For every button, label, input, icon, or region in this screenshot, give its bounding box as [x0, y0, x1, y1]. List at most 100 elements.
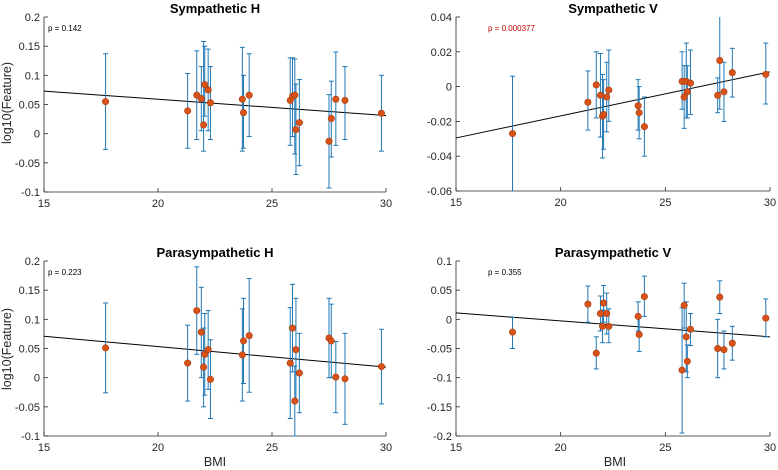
chart-2-y-tick-label: 0.05: [19, 344, 40, 356]
chart-3-data-point: [584, 300, 592, 308]
chart-1-y-tick-label: -0.04: [427, 151, 452, 163]
chart-0-data-point: [332, 95, 340, 103]
panel-parasympathetic-v: -0.2 -0.15 -0.1 -0.05 0 0.05 0.1 15 20 25 30 Parasy…: [427, 245, 776, 454]
chart-3-data-point: [680, 301, 688, 309]
chart-2-data-point: [184, 359, 192, 367]
chart-2-data-point: [201, 350, 209, 358]
chart-2-data-point: [292, 346, 300, 354]
chart-1-data-point: [509, 130, 517, 138]
chart-2-title: Parasympathetic H: [156, 245, 273, 260]
chart-1-data-point: [683, 88, 691, 96]
chart-0-data-point: [184, 107, 192, 115]
chart-0-x-tick-label: 20: [152, 198, 164, 210]
chart-2-data-point: [295, 369, 303, 377]
chart-0-y-tick-label: -0.05: [15, 158, 40, 170]
chart-0-data-point: [327, 115, 335, 123]
chart-3-x-tick-label: 15: [450, 442, 462, 454]
chart-0-data-point: [197, 95, 205, 103]
chart-0-y-tick-label: 0: [34, 129, 40, 141]
chart-1-x-tick-label: 20: [555, 197, 567, 209]
chart-0-y-tick-label: 0.15: [19, 41, 40, 53]
chart-3-data-point: [509, 328, 517, 336]
chart-1-data-point: [728, 69, 736, 77]
chart-0-y-tick-label: 0.05: [19, 100, 40, 112]
chart-1-data-point: [634, 102, 642, 110]
chart-1-data-point: [716, 56, 724, 64]
chart-0-x-tick-label: 15: [38, 198, 50, 210]
chart-2-data-point: [289, 324, 297, 332]
chart-1-data-point: [592, 81, 600, 89]
y-axis-label-bottom: log10(Feature): [0, 308, 14, 390]
chart-0-data-point: [204, 86, 212, 94]
chart-3-data-point: [678, 366, 686, 374]
panel-sympathetic-h: -0.1 -0.05 0 0.05 0.1 0.15 0.2 15 20 25 30 Sympathe…: [15, 1, 392, 210]
chart-2-data-point: [206, 375, 214, 383]
chart-1-y-tick-label: 0: [446, 82, 452, 94]
chart-2-data-point: [291, 397, 299, 405]
chart-1-data-point: [720, 88, 728, 96]
chart-1-error-bar: [606, 49, 612, 122]
chart-0-data-point: [377, 109, 385, 117]
chart-1-data-point: [605, 86, 613, 94]
chart-2-data-point: [238, 351, 246, 359]
chart-0-title: Sympathetic H: [170, 1, 260, 16]
chart-3-data-point: [686, 325, 694, 333]
chart-3-title: Parasympathetic V: [555, 245, 672, 260]
chart-1-data-point: [680, 93, 688, 101]
chart-0-p-value: p = 0.142: [48, 24, 82, 33]
chart-2-y-tick-label: 0: [34, 373, 40, 385]
chart-0-y-tick-label: 0.1: [25, 70, 40, 82]
chart-3-data-point: [683, 357, 691, 365]
chart-1-data-point: [714, 91, 722, 99]
chart-0-y-tick-label: 0.2: [25, 12, 40, 24]
chart-1-x-tick-label: 25: [659, 197, 671, 209]
chart-3-y-tick-label: 0: [446, 314, 452, 326]
chart-3-y-tick-label: -0.2: [433, 431, 452, 443]
chart-1-y-tick-label: -0.06: [427, 186, 452, 198]
chart-3-data-point: [720, 346, 728, 354]
chart-1-data-point: [635, 109, 643, 117]
chart-3-data-point: [599, 322, 607, 330]
chart-1-data-point: [600, 110, 608, 118]
x-axis-label-right: BMI: [604, 455, 626, 469]
chart-3-data-point: [596, 309, 604, 317]
chart-2-data-point: [193, 307, 201, 315]
chart-0-data-point: [291, 91, 299, 99]
chart-3-data-point: [762, 314, 770, 322]
chart-0-data-point: [200, 121, 208, 129]
chart-3-data-point: [634, 312, 642, 320]
chart-3-data-point: [600, 299, 608, 307]
chart-2-data-point: [341, 375, 349, 383]
chart-2-data-point: [332, 373, 340, 381]
chart-0-x-tick-label: 25: [266, 198, 278, 210]
chart-3-x-tick-label: 30: [764, 442, 776, 454]
chart-3-data-point: [605, 322, 613, 330]
chart-0-error-bar: [292, 58, 298, 155]
chart-3-y-tick-label: 0.05: [431, 285, 452, 297]
chart-3-data-point: [682, 333, 690, 341]
chart-1-data-point: [686, 79, 694, 87]
chart-0-x-tick-label: 30: [380, 198, 392, 210]
chart-3-y-tick-label: -0.05: [427, 344, 452, 356]
chart-3-y-tick-label: -0.1: [433, 373, 452, 385]
panel-sympathetic-v: -0.06 -0.04 -0.02 0 0.02 0.04 15 20 25 30 Sympathe…: [427, 1, 776, 209]
chart-2-y-tick-label: -0.05: [15, 402, 40, 414]
chart-3-y-tick-label: 0.1: [437, 256, 452, 268]
chart-1-y-tick-label: -0.02: [427, 116, 452, 128]
chart-0-data-point: [341, 96, 349, 104]
chart-2-y-tick-label: -0.1: [21, 431, 40, 443]
chart-1-y-tick-label: 0.04: [431, 12, 452, 24]
chart-2-data-point: [102, 344, 110, 352]
chart-2-y-tick-label: 0.2: [25, 256, 40, 268]
chart-3-x-tick-label: 20: [555, 442, 567, 454]
chart-1-p-value: p = 0.000377: [488, 24, 535, 33]
chart-2-x-tick-label: 25: [266, 442, 278, 454]
chart-0-data-point: [325, 137, 333, 145]
chart-2-data-point: [200, 363, 208, 371]
chart-3-data-point: [714, 344, 722, 352]
chart-3-data-point: [635, 330, 643, 338]
chart-0-y-tick-label: -0.1: [21, 187, 40, 199]
chart-2-data-point: [286, 359, 294, 367]
chart-2-y-tick-label: 0.15: [19, 285, 40, 297]
